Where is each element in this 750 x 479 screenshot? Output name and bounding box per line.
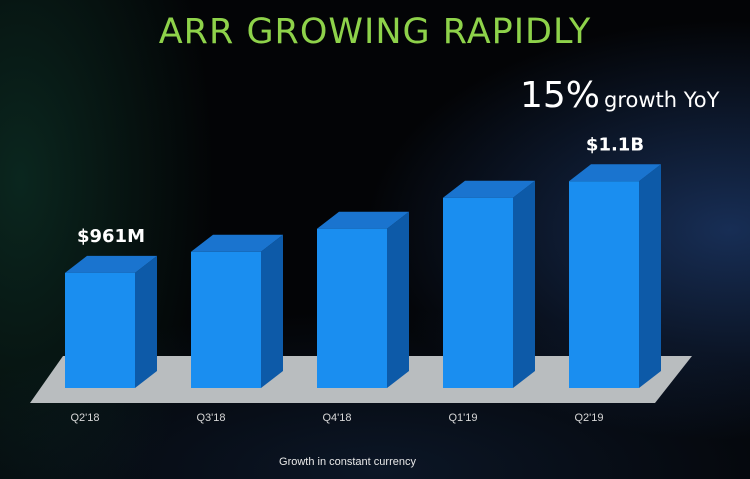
bar-0 <box>65 255 157 388</box>
x-tick-label: Q3'18 <box>196 412 225 424</box>
bars-group <box>65 164 661 388</box>
data-label: $1.1B <box>586 134 644 155</box>
growth-label: growth YoY <box>604 88 720 112</box>
chart-title: ARR GROWING RAPIDLY <box>158 12 592 52</box>
bar-1 <box>191 234 283 388</box>
x-tick-label: Q4'18 <box>322 412 351 424</box>
x-tick-label: Q1'19 <box>448 412 477 424</box>
x-tick-label: Q2'19 <box>574 412 603 424</box>
bar-top <box>443 180 535 198</box>
bar-side <box>261 234 283 388</box>
x-tick-label: Q2'18 <box>70 412 99 424</box>
bar-front <box>317 228 387 388</box>
bar-2 <box>317 211 409 388</box>
bar-side <box>135 255 157 388</box>
bar-4 <box>569 164 661 388</box>
growth-callout: 15% growth YoY <box>520 75 740 116</box>
bar-side <box>639 164 661 388</box>
bar-top <box>317 211 409 229</box>
bar-side <box>387 211 409 388</box>
data-label: $961M <box>77 226 145 247</box>
data-labels: $961M $1.1B <box>77 134 644 247</box>
bar-top <box>65 255 157 273</box>
bar-3 <box>443 180 535 388</box>
bar-front <box>65 272 135 388</box>
x-tick-labels: Q2'18 Q3'18 Q4'18 Q1'19 Q2'19 <box>70 412 603 424</box>
footnote: Growth in constant currency <box>279 456 416 468</box>
bar-front <box>191 251 261 388</box>
bar-front <box>443 197 513 388</box>
bar-top <box>191 234 283 252</box>
bar-side <box>513 180 535 388</box>
growth-value: 15% <box>520 75 601 116</box>
bar-front <box>569 181 639 388</box>
bar-top <box>569 164 661 182</box>
